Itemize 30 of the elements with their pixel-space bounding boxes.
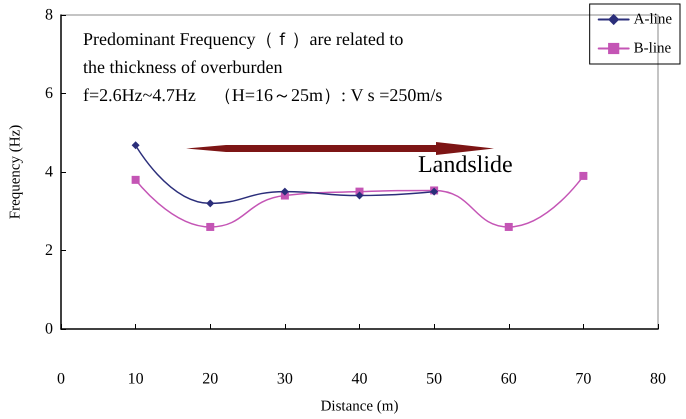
y-axis-title: Frequency (Hz) [8, 124, 24, 220]
annotation: the thickness of overburden [83, 57, 282, 77]
x-tick-label: 20 [202, 370, 218, 388]
x-tick-label: 60 [500, 370, 517, 388]
x-tick-label: 80 [650, 370, 666, 388]
legend-label: B-line [634, 40, 672, 56]
annotation: Landslide [418, 152, 513, 178]
x-tick-label: 40 [352, 370, 368, 388]
x-axis-title: Distance (m) [320, 398, 398, 414]
point [132, 176, 140, 184]
point [356, 192, 364, 200]
y-tick-label: 4 [45, 164, 53, 180]
point [504, 222, 513, 231]
y-tick-label: 0 [45, 320, 53, 338]
annotation: Predominant Frequency（ｆ）are related to [83, 29, 404, 49]
point [206, 199, 214, 208]
legend-label: A-line [634, 12, 672, 28]
point [280, 188, 289, 196]
x-tick-label: 30 [276, 370, 293, 388]
y-tick-label: 8 [45, 6, 53, 24]
x-tick-label: 0 [57, 370, 65, 388]
y-tick-label: 2 [45, 242, 53, 259]
y-tick-label: 6 [45, 85, 53, 102]
x-tick-label: 10 [128, 370, 144, 388]
x-tick-label: 70 [575, 370, 592, 388]
point [579, 172, 588, 180]
point [132, 141, 140, 150]
point [206, 222, 214, 231]
x-tick-label: 50 [426, 370, 442, 388]
annotation: f=2.6Hz~4.7Hz （H=16～25m）: V s =250m/s [83, 85, 442, 105]
